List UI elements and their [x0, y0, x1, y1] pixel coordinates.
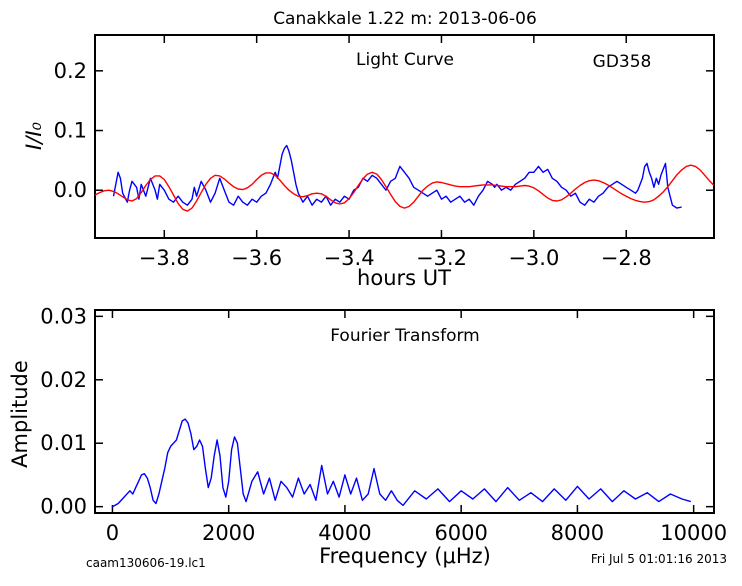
footer-filename: caam130606-19.lc1	[86, 556, 206, 570]
fourier-x-tick-label: 10000	[660, 521, 727, 545]
fourier-y-ticks: 0.00 0.01 0.02 0.03	[40, 304, 714, 519]
fourier-y-axis-label: Amplitude	[8, 360, 32, 468]
light-curve-y-axis-label: I/I₀	[22, 121, 46, 149]
light-curve-y-ticks: 0.0 0.1 0.2	[54, 59, 714, 202]
fourier-y-tick-label: 0.03	[40, 304, 87, 328]
fourier-x-ticks: 0 2000 4000 6000 8000 10000	[106, 310, 727, 545]
fourier-panel: Fourier Transform Frequency (μHz) Amplit…	[8, 304, 727, 568]
fourier-y-tick-label: 0.02	[40, 368, 87, 392]
light-curve-x-tick-label: −3.4	[324, 246, 375, 270]
fourier-x-tick-label: 2000	[202, 521, 255, 545]
light-curve-x-ticks: −3.8 −3.6 −3.4 −3.2 −3.0 −2.8	[139, 35, 652, 270]
fourier-series	[112, 418, 691, 508]
fourier-series-line-1	[112, 418, 691, 508]
footer-timestamp: Fri Jul 5 01:01:16 2013	[591, 552, 727, 566]
fourier-x-tick-label: 8000	[551, 521, 604, 545]
light-curve-series-line-1	[112, 144, 682, 209]
fourier-x-tick-label: 0	[106, 521, 119, 545]
fourier-plot-frame	[94, 309, 715, 514]
figure-title: Canakkale 1.22 m: 2013-06-06	[273, 9, 537, 29]
light-curve-x-tick-label: −2.8	[601, 246, 652, 270]
light-curve-x-tick-label: −3.0	[508, 246, 559, 270]
star-name-annotation: GD358	[593, 52, 652, 72]
light-curve-y-tick-label: 0.1	[54, 119, 87, 143]
fourier-x-axis-label: Frequency (μHz)	[319, 544, 491, 568]
fourier-annotation: Fourier Transform	[330, 326, 479, 346]
light-curve-annotation: Light Curve	[356, 50, 454, 70]
fourier-x-tick-label: 6000	[434, 521, 487, 545]
light-curve-panel: Light Curve GD358 hours UT I/I₀ −3.8 −3.6…	[22, 34, 715, 290]
fourier-y-tick-label: 0.01	[40, 431, 87, 455]
light-curve-series-line-2	[94, 164, 715, 212]
light-curve-plot-frame	[94, 34, 715, 239]
light-curve-x-tick-label: −3.6	[231, 246, 282, 270]
light-curve-series	[94, 144, 715, 212]
light-curve-x-tick-label: −3.2	[416, 246, 467, 270]
light-curve-x-axis-label: hours UT	[357, 266, 451, 290]
light-curve-y-tick-label: 0.2	[54, 59, 87, 83]
light-curve-y-tick-label: 0.0	[54, 178, 87, 202]
fourier-y-tick-label: 0.00	[40, 495, 87, 519]
fourier-x-tick-label: 4000	[318, 521, 371, 545]
light-curve-x-tick-label: −3.8	[139, 246, 190, 270]
